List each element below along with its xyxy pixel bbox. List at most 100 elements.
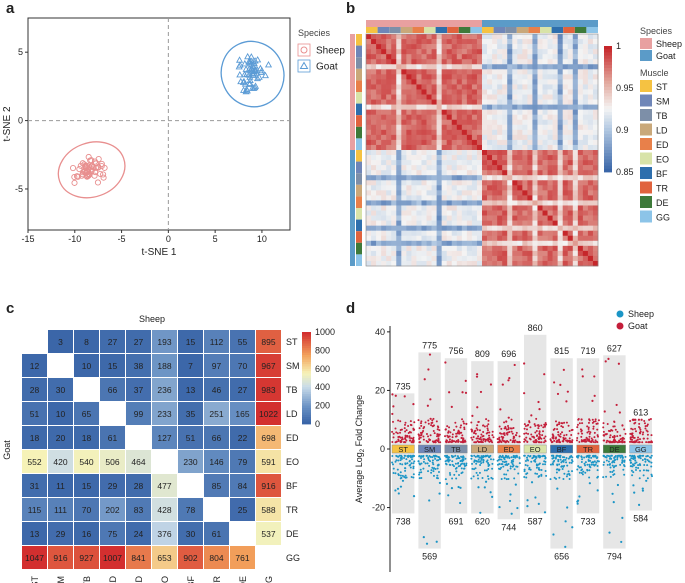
correlation-cell	[527, 175, 533, 181]
sheep-gene-point	[418, 477, 421, 480]
correlation-cell	[366, 89, 372, 95]
correlation-cell	[582, 175, 589, 181]
correlation-cell	[482, 260, 488, 267]
matrix-cell	[204, 426, 229, 449]
correlation-cell	[471, 205, 478, 211]
correlation-cell	[507, 215, 513, 221]
sheep-gene-point	[404, 474, 407, 477]
correlation-cell	[396, 49, 402, 55]
correlation-cell	[411, 185, 417, 191]
goat-gene-point	[557, 431, 560, 434]
goat-gene-point	[617, 362, 620, 365]
correlation-cell	[391, 124, 397, 131]
correlation-cell	[426, 180, 432, 186]
correlation-cell	[517, 210, 523, 216]
sheep-gene-point	[559, 458, 562, 461]
sheep-gene-point	[498, 505, 501, 509]
sheep-gene-point	[514, 483, 517, 486]
muscle-bar-side	[356, 92, 362, 104]
correlation-cell	[371, 59, 377, 65]
correlation-cell	[592, 250, 599, 257]
correlation-cell	[527, 119, 533, 126]
correlation-cell	[547, 240, 553, 247]
correlation-cell	[426, 39, 432, 45]
correlation-cell	[421, 195, 427, 201]
correlation-cell	[466, 190, 473, 196]
correlation-cell	[441, 260, 447, 267]
correlation-cell	[537, 170, 543, 176]
goat-gene-point	[412, 438, 415, 441]
correlation-cell	[391, 89, 397, 95]
matrix-value: 70	[238, 361, 248, 371]
correlation-cell	[441, 165, 447, 171]
correlation-cell	[592, 255, 599, 262]
correlation-cell	[507, 139, 513, 146]
correlation-cell	[366, 79, 372, 85]
sheep-gene-point	[430, 469, 433, 472]
goat-gene-point	[562, 440, 565, 443]
correlation-cell	[421, 170, 427, 176]
correlation-cell	[552, 129, 558, 136]
correlation-cell	[592, 104, 599, 110]
muscle-bar-side	[356, 173, 362, 185]
correlation-cell	[487, 44, 493, 50]
goat-point	[261, 71, 269, 79]
correlation-cell	[371, 74, 377, 80]
goat-gene-point	[621, 439, 624, 442]
correlation-cell	[497, 99, 503, 105]
correlation-cell	[582, 34, 589, 40]
correlation-cell	[466, 225, 473, 231]
correlation-cell	[411, 160, 417, 166]
correlation-cell	[396, 109, 402, 115]
sheep-gene-point	[537, 502, 540, 505]
correlation-cell	[527, 220, 533, 226]
correlation-cell	[401, 79, 407, 85]
goat-gene-point	[562, 368, 565, 371]
goat-gene-point	[650, 441, 653, 444]
correlation-cell	[451, 99, 458, 105]
goat-gene-point	[458, 432, 461, 435]
sheep-gene-point	[529, 468, 532, 471]
correlation-cell	[547, 180, 553, 186]
correlation-cell	[492, 215, 498, 221]
correlation-cell	[522, 160, 528, 166]
matrix-cell	[152, 330, 177, 353]
correlation-cell	[411, 64, 417, 70]
correlation-cell	[476, 230, 483, 237]
matrix-value: 653	[157, 553, 171, 563]
correlation-cell	[386, 230, 392, 237]
muscle-bar-top	[377, 27, 390, 33]
correlation-cell	[471, 49, 478, 55]
correlation-cell	[476, 235, 483, 242]
sheep-gene-point	[498, 456, 501, 459]
correlation-cell	[476, 104, 483, 110]
sheep-gene-point	[610, 454, 613, 457]
correlation-cell	[527, 230, 533, 237]
matrix-cell	[48, 402, 73, 425]
correlation-cell	[552, 200, 558, 206]
corr-scale-step	[604, 140, 612, 145]
correlation-cell	[421, 109, 427, 115]
correlation-cell	[527, 240, 533, 247]
corr-scale-label: 0.9	[616, 125, 629, 135]
correlation-cell	[567, 160, 574, 166]
correlation-cell	[502, 185, 508, 191]
sheep-gene-point	[590, 463, 593, 466]
correlation-cell	[406, 99, 412, 105]
correlation-cell	[492, 170, 498, 176]
sheep-gene-point	[576, 455, 579, 458]
correlation-cell	[466, 119, 473, 126]
sheep-gene-point	[639, 464, 642, 467]
sheep-point	[95, 164, 102, 171]
goat-gene-point	[587, 428, 590, 431]
correlation-cell	[507, 39, 513, 45]
matrix-row-label: EO	[286, 457, 299, 467]
correlation-cell	[552, 235, 558, 242]
correlation-cell	[386, 34, 392, 40]
correlation-cell	[492, 240, 498, 247]
correlation-cell	[421, 134, 427, 141]
correlation-cell	[567, 94, 574, 100]
correlation-cell	[421, 129, 427, 136]
correlation-cell	[371, 150, 377, 156]
correlation-cell	[446, 49, 453, 55]
